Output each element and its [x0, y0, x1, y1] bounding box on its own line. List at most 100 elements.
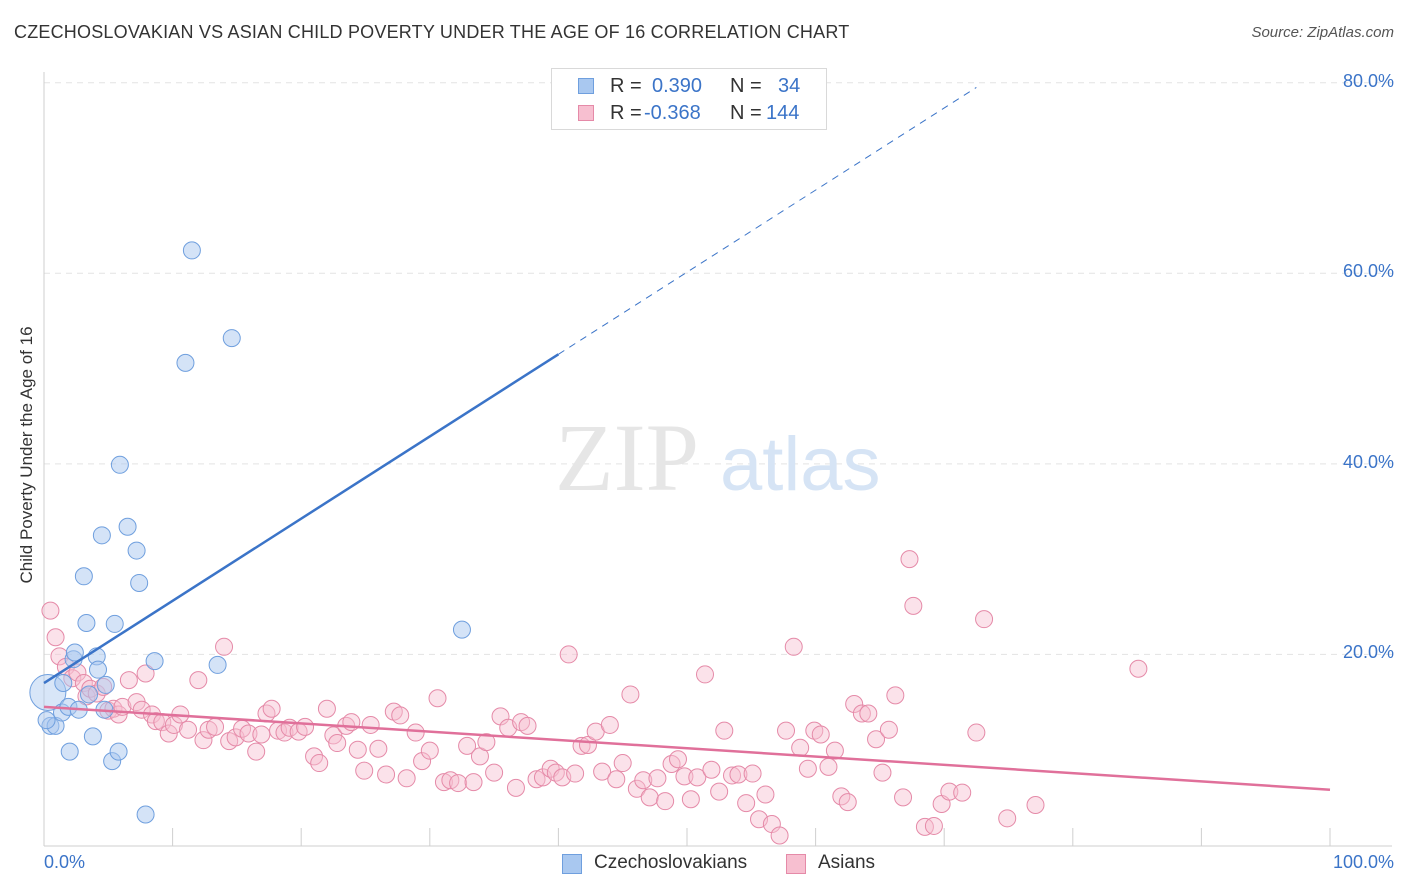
- asian-point: [247, 742, 266, 761]
- x-tick-label: 100.0%: [1332, 852, 1394, 872]
- asian-point: [879, 720, 898, 739]
- legend-swatch-asian: [578, 105, 594, 121]
- czech-point: [105, 614, 124, 633]
- asian-point: [179, 720, 198, 739]
- czech-point: [74, 567, 93, 586]
- asian-point: [449, 774, 468, 793]
- y-tick-label: 60.0%: [1342, 261, 1394, 282]
- asian-point: [252, 725, 271, 744]
- asian-point: [648, 769, 667, 788]
- asian-point: [662, 755, 681, 774]
- asian-point: [434, 773, 453, 792]
- asian-point: [189, 671, 208, 690]
- watermark-atlas: atlas: [720, 422, 881, 507]
- asian-point: [485, 763, 504, 782]
- asian-point: [710, 782, 729, 801]
- asian-point: [791, 738, 810, 757]
- czech-point: [60, 742, 79, 761]
- czech-point: [83, 727, 102, 746]
- asian-point: [656, 792, 675, 811]
- czech-point: [92, 526, 111, 545]
- asian-point: [546, 763, 565, 782]
- asian-point: [867, 730, 886, 749]
- asian-point: [413, 752, 432, 771]
- asian-point: [275, 723, 294, 742]
- asian-point: [975, 610, 994, 629]
- asian-point: [668, 750, 687, 769]
- asian-point: [702, 760, 721, 779]
- asian-point: [348, 740, 367, 759]
- asian-point: [317, 699, 336, 718]
- legend-swatch-czech: [562, 854, 582, 874]
- asian-point: [391, 706, 410, 725]
- asian-point: [915, 817, 934, 836]
- legend-r-label: R =: [610, 75, 642, 97]
- asian-point: [688, 768, 707, 787]
- asian-point: [723, 766, 742, 785]
- asian-point: [967, 723, 986, 742]
- czech-trend-line: [43, 353, 560, 685]
- czech-point: [80, 685, 99, 704]
- chart-title: CZECHOSLOVAKIAN VS ASIAN CHILD POVERTY U…: [14, 22, 850, 42]
- asian-point: [428, 689, 447, 708]
- asian-point: [328, 734, 347, 753]
- asian-point: [798, 759, 817, 778]
- asian-point: [420, 741, 439, 760]
- czech-point: [96, 675, 115, 694]
- data-points: [29, 241, 1148, 845]
- asian-point: [924, 816, 943, 835]
- y-tick-label: 20.0%: [1342, 642, 1394, 663]
- asian-point: [737, 794, 756, 813]
- asian-point: [559, 645, 578, 664]
- asian-point: [894, 788, 913, 807]
- czech-point: [182, 241, 201, 260]
- asian-point: [777, 721, 796, 740]
- asian-point: [613, 754, 632, 773]
- asian-point: [215, 637, 234, 656]
- asian-point: [819, 757, 838, 776]
- czech-point: [109, 742, 128, 761]
- asian-point: [527, 770, 546, 789]
- asian-point: [506, 778, 525, 797]
- asian-point: [355, 761, 374, 780]
- asian-point: [136, 664, 155, 683]
- czech-point: [145, 652, 164, 671]
- czech-trend-extension: [558, 87, 977, 355]
- trend-lines: [43, 87, 1331, 791]
- asian-point: [852, 704, 871, 723]
- asian-point: [464, 773, 483, 792]
- czech-point: [110, 455, 129, 474]
- y-tick-label: 40.0%: [1342, 451, 1394, 472]
- asian-point: [838, 793, 857, 812]
- asian-point: [41, 601, 60, 620]
- czech-point: [208, 655, 227, 674]
- czech-point: [89, 660, 108, 679]
- y-tick-label: 80.0%: [1342, 70, 1394, 91]
- czech-point: [222, 329, 241, 348]
- legend-n-label: N =: [730, 75, 762, 97]
- legend-r-label: R =: [610, 102, 642, 124]
- czech-point: [127, 541, 146, 560]
- asian-point: [296, 717, 315, 736]
- asian-point: [361, 715, 380, 734]
- asian-point: [886, 686, 905, 705]
- stats-legend: R = 0.390 N = 34 R = -0.368 N = 144: [551, 68, 827, 130]
- czech-point: [130, 573, 149, 592]
- asian-point: [940, 782, 959, 801]
- asian-point: [1129, 659, 1148, 678]
- czech-point: [37, 711, 56, 730]
- asian-point: [566, 764, 585, 783]
- asian-point: [310, 754, 329, 773]
- asian-point: [377, 765, 396, 784]
- asian-point: [845, 694, 864, 713]
- asian-point: [640, 788, 659, 807]
- asian-point: [811, 725, 830, 744]
- asian-point: [206, 717, 225, 736]
- legend-n-value: 144: [766, 102, 800, 124]
- asian-point: [593, 762, 612, 781]
- legend-r-value: -0.368: [644, 102, 701, 124]
- legend-swatch-czech: [578, 78, 594, 94]
- asian-point: [859, 704, 878, 723]
- asian-point: [477, 733, 496, 752]
- asian-point: [262, 699, 281, 718]
